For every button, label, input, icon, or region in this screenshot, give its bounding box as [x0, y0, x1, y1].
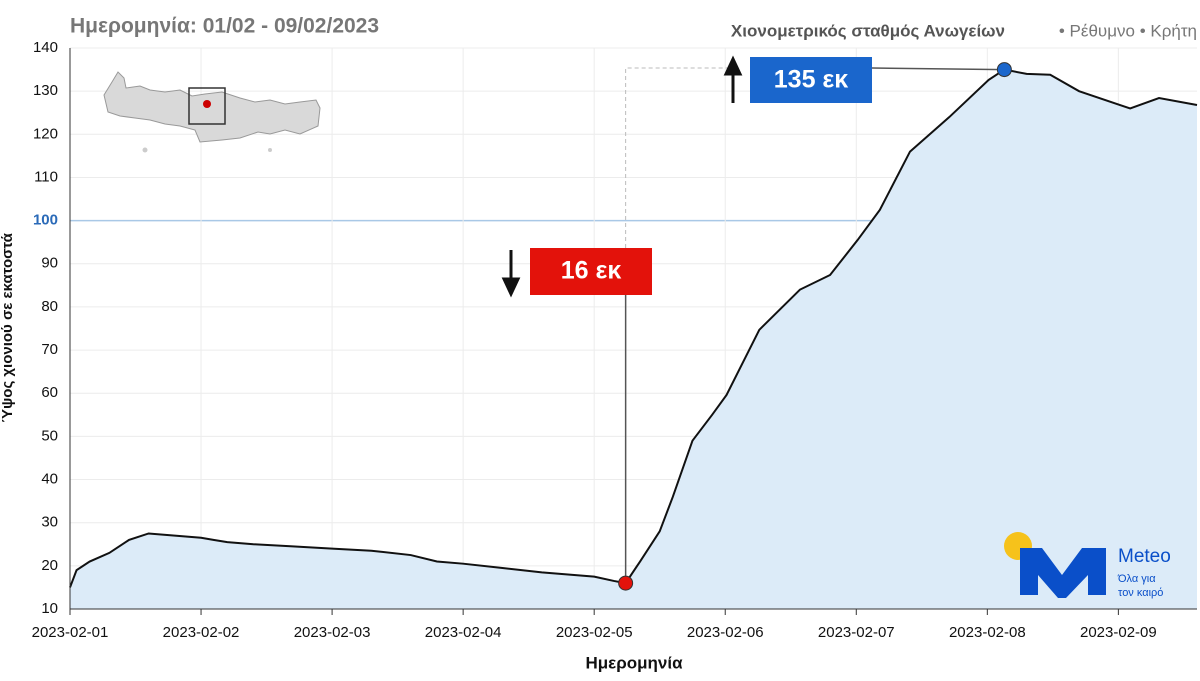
y-tick-label: 20 — [41, 557, 58, 574]
crete-shape — [103, 71, 321, 143]
plot: 10 20 30 40 50 60 70 80 90 100 110 120 130 140 2023-02… — [32, 39, 1198, 641]
marker — [618, 575, 634, 591]
y-tick-label: 50 — [41, 427, 58, 444]
y-tick-label: 120 — [33, 125, 58, 142]
y-tick-label: 140 — [33, 39, 58, 56]
arrow-up — [723, 55, 743, 103]
logo-mark — [1020, 548, 1106, 598]
x-tick-label: 2023-02-09 — [1080, 624, 1157, 641]
y-tick-label: 90 — [41, 255, 58, 272]
logo-tagline: Όλα για — [1117, 573, 1156, 585]
y-tick-label: 100 — [33, 212, 58, 229]
x-tick-label: 2023-02-05 — [556, 624, 633, 641]
label-box — [530, 248, 652, 295]
y-tick-label: 130 — [33, 82, 58, 99]
y-axis-label: Ύψος χιονιού σε εκατοστά — [0, 232, 16, 423]
map-inset — [103, 71, 321, 153]
y-tick-label: 30 — [41, 514, 58, 531]
y-tick-label: 60 — [41, 384, 58, 401]
area — [70, 69, 1197, 610]
logo-tagline: τον καιρό — [1118, 587, 1163, 599]
x-axis-label: Ημερομηνία — [585, 653, 683, 672]
islet — [268, 148, 272, 152]
map-box — [188, 87, 226, 125]
station: Χιονομετρικός σταθμός Ανωγείων — [731, 21, 1005, 40]
dashed-guide — [625, 67, 730, 248]
annotation-label: 135 εκ — [774, 66, 849, 94]
leader — [871, 67, 1005, 71]
map-dot — [203, 100, 211, 108]
x-tick-label: 2023-02-04 — [425, 624, 502, 641]
place: • Ρέθυμνο • Κρήτη — [1059, 21, 1197, 40]
label-box — [750, 57, 872, 103]
islet — [142, 147, 148, 153]
marker — [996, 62, 1012, 78]
y-tick-label: 10 — [41, 600, 58, 617]
y-tick-label: 40 — [41, 471, 58, 488]
x-tick-label: 2023-02-07 — [818, 624, 895, 641]
x-tick-label: 2023-02-08 — [949, 624, 1026, 641]
logo-name: Meteo — [1118, 546, 1171, 567]
annotation-label: 16 εκ — [561, 257, 622, 285]
subtitle: Ημερομηνία: 01/02 - 09/02/2023 — [70, 15, 379, 38]
y-tick-label: 110 — [34, 168, 58, 185]
x-tick-label: 2023-02-06 — [687, 624, 764, 641]
x-tick-label: 2023-02-03 — [294, 624, 371, 641]
logo: Meteo Όλα για τον καιρό — [1004, 532, 1171, 599]
x-tick-label: 2023-02-01 — [32, 624, 109, 641]
y-tick-label: 80 — [41, 298, 58, 315]
x-tick-label: 2023-02-02 — [163, 624, 240, 641]
y-tick-label: 70 — [41, 341, 58, 358]
arrow-down — [501, 250, 521, 298]
